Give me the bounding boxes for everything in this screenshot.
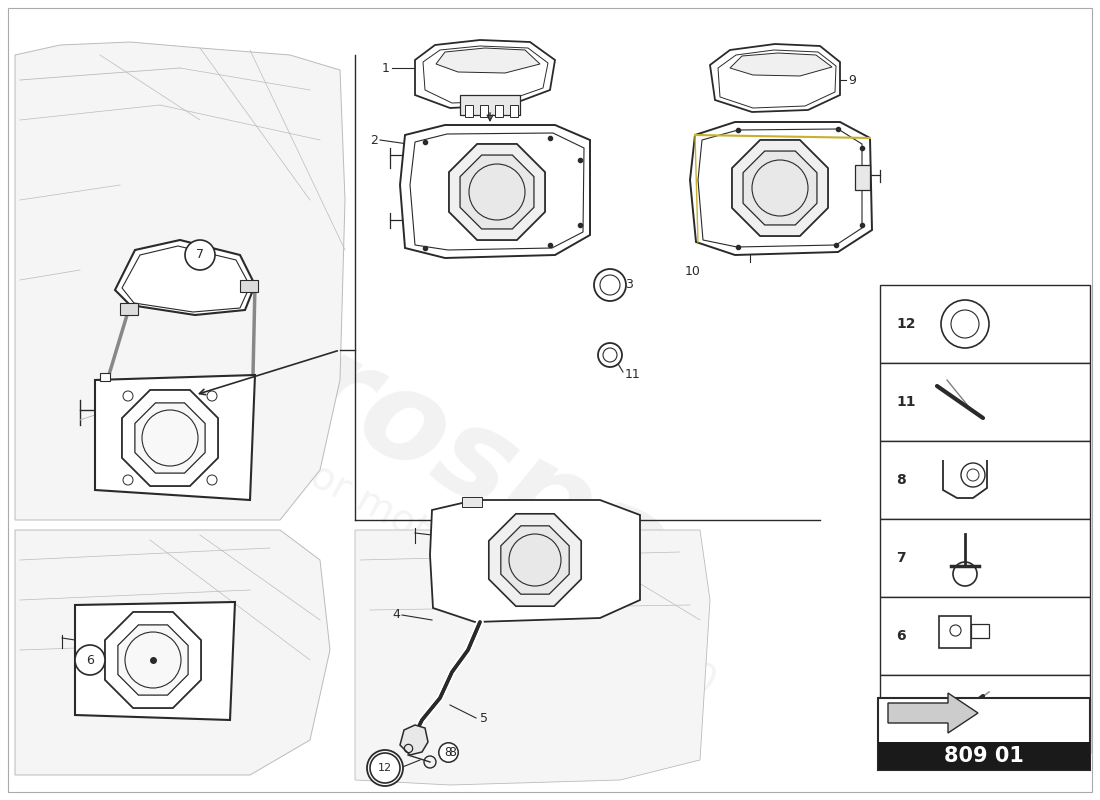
- Text: 12: 12: [896, 317, 915, 331]
- Text: a passion for motoring since 1990: a passion for motoring since 1990: [118, 358, 722, 702]
- Text: 6: 6: [896, 629, 905, 643]
- Bar: [878, 698, 1090, 770]
- Bar: [240, 280, 258, 292]
- Polygon shape: [742, 151, 817, 225]
- Text: 9: 9: [848, 74, 856, 86]
- Polygon shape: [888, 693, 978, 733]
- Text: 1: 1: [382, 62, 390, 74]
- Text: 6: 6: [86, 654, 94, 666]
- Circle shape: [75, 645, 104, 675]
- Polygon shape: [400, 725, 428, 755]
- Bar: [939, 616, 971, 648]
- Polygon shape: [436, 48, 540, 73]
- Polygon shape: [732, 140, 828, 236]
- Bar: [100, 373, 110, 381]
- Text: 3: 3: [896, 707, 905, 721]
- Text: 8: 8: [444, 746, 452, 758]
- Polygon shape: [400, 125, 590, 258]
- Text: 7: 7: [896, 551, 905, 565]
- Polygon shape: [698, 129, 862, 247]
- Bar: [971, 624, 989, 638]
- Bar: [855, 165, 870, 190]
- Text: 809 01: 809 01: [944, 746, 1024, 766]
- Text: 12: 12: [378, 763, 392, 773]
- Text: 4: 4: [392, 609, 400, 622]
- Polygon shape: [415, 40, 556, 108]
- Bar: [460, 95, 520, 115]
- Bar: [120, 303, 138, 315]
- Polygon shape: [488, 514, 581, 606]
- Circle shape: [598, 343, 622, 367]
- Bar: [462, 497, 482, 507]
- Polygon shape: [690, 122, 872, 255]
- Text: 7: 7: [196, 249, 204, 262]
- Polygon shape: [430, 500, 640, 622]
- Bar: [880, 285, 1090, 363]
- Bar: [465, 105, 473, 117]
- Polygon shape: [116, 240, 255, 315]
- Polygon shape: [710, 44, 840, 112]
- Bar: [880, 597, 1090, 675]
- Polygon shape: [135, 403, 205, 473]
- Bar: [495, 105, 503, 117]
- Polygon shape: [449, 144, 544, 240]
- Circle shape: [367, 750, 403, 786]
- Polygon shape: [95, 375, 255, 500]
- Circle shape: [185, 240, 214, 270]
- Text: eurospa: eurospa: [130, 243, 690, 617]
- Text: 10: 10: [685, 265, 701, 278]
- Polygon shape: [500, 526, 569, 594]
- Text: 3: 3: [625, 278, 632, 291]
- Polygon shape: [75, 602, 235, 720]
- Polygon shape: [15, 530, 330, 775]
- Text: 11: 11: [896, 395, 915, 409]
- Bar: [878, 742, 1090, 770]
- Circle shape: [370, 753, 400, 783]
- Bar: [880, 363, 1090, 441]
- Bar: [880, 519, 1090, 597]
- Polygon shape: [118, 625, 188, 695]
- Bar: [510, 105, 518, 117]
- Polygon shape: [410, 133, 584, 250]
- Polygon shape: [460, 155, 534, 229]
- Bar: [880, 675, 1090, 753]
- Text: 2: 2: [370, 134, 378, 146]
- Text: 5: 5: [480, 711, 488, 725]
- Bar: [480, 105, 488, 117]
- Text: 8: 8: [448, 746, 456, 758]
- Polygon shape: [15, 42, 345, 520]
- Polygon shape: [730, 53, 832, 76]
- Polygon shape: [355, 530, 710, 785]
- Circle shape: [594, 269, 626, 301]
- Text: 8: 8: [896, 473, 905, 487]
- Text: 11: 11: [625, 369, 640, 382]
- Bar: [880, 441, 1090, 519]
